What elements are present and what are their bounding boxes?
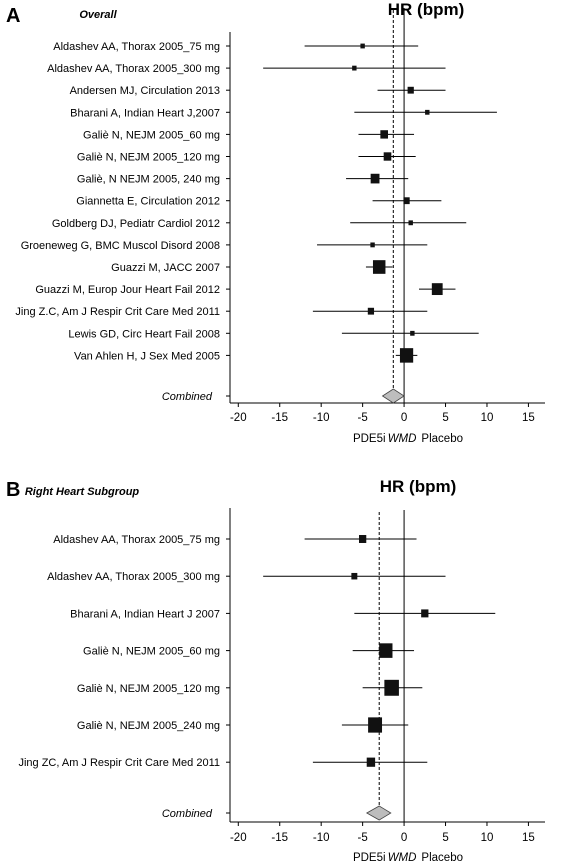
study-label: Aldashev AA, Thorax 2005_75 mg xyxy=(53,41,220,53)
x-tick-label: -20 xyxy=(230,412,247,424)
point-estimate xyxy=(360,43,365,49)
x-label-right: Placebo xyxy=(421,433,463,445)
point-estimate xyxy=(370,242,375,248)
x-label-right: Placebo xyxy=(421,852,463,864)
study-label: Bharani A, Indian Heart J 2007 xyxy=(70,608,220,620)
point-estimate xyxy=(358,535,367,543)
x-tick-label: 15 xyxy=(522,832,535,844)
point-estimate xyxy=(368,717,383,733)
point-estimate xyxy=(384,679,399,696)
point-estimate xyxy=(407,86,414,94)
study-label: Bharani A, Indian Heart J,2007 xyxy=(70,107,220,119)
x-tick-label: -15 xyxy=(271,412,288,424)
study-label: Galiè N, NEJM 2005_60 mg xyxy=(83,646,220,658)
point-estimate xyxy=(379,643,393,658)
x-tick-label: 10 xyxy=(481,412,494,424)
point-estimate xyxy=(431,283,443,296)
forest-panel-b: B Right Heart Subgroup HR (bpm) -20 -15 -10 -5… xyxy=(6,477,545,864)
study-label: Goldberg DJ, Pediatr Cardiol 2012 xyxy=(52,218,220,230)
point-estimate xyxy=(372,260,386,274)
combined-label: Combined xyxy=(162,391,213,403)
study-label: Guazzi M, Europ Jour Heart Fail 2012 xyxy=(35,284,220,296)
point-estimate xyxy=(408,220,413,226)
study-label: Galiè N, NEJM 2005_240 mg xyxy=(77,720,220,732)
forest-panel-a: A Overall HR (bpm) -20 -15 -10 -5 0 5 10 15 Aldashe… xyxy=(6,0,545,445)
study-label: Aldashev AA, Thorax 2005_300 mg xyxy=(47,571,220,583)
x-tick-label: 0 xyxy=(401,412,407,424)
study-label: Aldashev AA, Thorax 2005_300 mg xyxy=(47,63,220,75)
panel-subtitle: Overall xyxy=(79,9,117,21)
chart-title: HR (bpm) xyxy=(380,477,456,496)
point-estimate xyxy=(421,609,429,618)
combined-diamond xyxy=(365,805,392,821)
point-estimate xyxy=(383,152,392,161)
x-label-left: PDE5i xyxy=(353,852,386,864)
study-label: Groeneweg G, BMC Muscol Disord 2008 xyxy=(21,240,220,252)
study-label: Aldashev AA, Thorax 2005_75 mg xyxy=(53,534,220,546)
point-estimate xyxy=(351,572,358,580)
study-label: Jing ZC, Am J Respir Crit Care Med 2011 xyxy=(18,757,220,769)
study-label: Giannetta E, Circulation 2012 xyxy=(76,196,220,208)
study-label: Andersen MJ, Circulation 2013 xyxy=(70,85,220,97)
x-label-center: WMD xyxy=(388,433,417,445)
study-label: Guazzi M, JACC 2007 xyxy=(111,262,220,274)
point-estimate xyxy=(380,130,389,139)
x-tick-label: -5 xyxy=(358,832,368,844)
study-label: Galiè N, NEJM 2005_120 mg xyxy=(77,152,220,164)
point-estimate xyxy=(352,65,357,71)
point-estimate xyxy=(399,348,414,363)
combined-label: Combined xyxy=(162,808,213,820)
study-label: Galiè N, NEJM 2005_120 mg xyxy=(77,683,220,695)
panel-letter: B xyxy=(6,479,20,501)
x-tick-label: -15 xyxy=(271,832,288,844)
x-tick-label: 5 xyxy=(442,412,448,424)
x-label-center: WMD xyxy=(388,852,417,864)
study-label: Van Ahlen H, J Sex Med 2005 xyxy=(74,350,220,362)
x-tick-label: 15 xyxy=(522,412,535,424)
point-estimate xyxy=(403,197,410,205)
point-estimate xyxy=(366,757,376,767)
combined-diamond xyxy=(381,388,405,404)
x-tick-label: -10 xyxy=(313,832,330,844)
study-label: Galiè, N NEJM 2005, 240 mg xyxy=(77,174,220,186)
panel-letter: A xyxy=(6,5,20,27)
point-estimate xyxy=(425,109,430,115)
point-estimate xyxy=(410,330,415,336)
study-label: Lewis GD, Circ Heart Fail 2008 xyxy=(68,328,220,340)
x-label-left: PDE5i xyxy=(353,433,386,445)
x-tick-label: 10 xyxy=(481,832,494,844)
x-tick-label: -10 xyxy=(313,412,330,424)
point-estimate xyxy=(367,307,375,315)
panel-subtitle: Right Heart Subgroup xyxy=(25,486,140,498)
point-estimate xyxy=(370,173,380,184)
x-tick-label: 5 xyxy=(442,832,448,844)
x-tick-label: -20 xyxy=(230,832,247,844)
study-label: Galiè N, NEJM 2005_60 mg xyxy=(83,129,220,141)
chart-title: HR (bpm) xyxy=(388,0,464,19)
x-tick-label: 0 xyxy=(401,832,407,844)
x-tick-label: -5 xyxy=(358,412,368,424)
study-label: Jing Z.C, Am J Respir Crit Care Med 2011 xyxy=(15,306,220,318)
